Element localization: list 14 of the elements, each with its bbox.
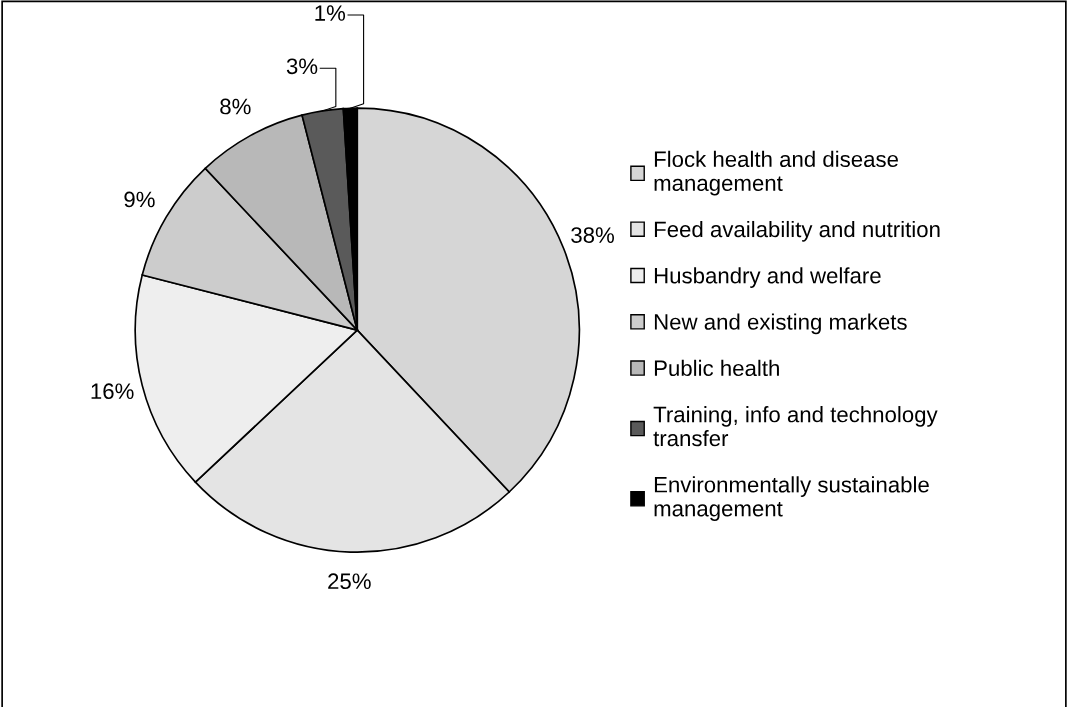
legend-label: New and existing markets xyxy=(654,313,907,335)
legend-label: Husbandry and welfare xyxy=(654,267,881,288)
data-label: 16% xyxy=(91,383,134,400)
data-label: 8% xyxy=(220,98,251,115)
legend-label: Public health xyxy=(654,359,779,377)
data-label: 25% xyxy=(328,573,371,590)
legend-label: Flock health and disease management xyxy=(654,150,898,196)
data-label: 3% xyxy=(286,58,318,75)
data-label: 9% xyxy=(124,191,155,208)
legend-label: Environmentally sustainable management xyxy=(654,476,929,521)
data-label: 38% xyxy=(571,227,614,243)
legend-label: Feed availability and nutrition xyxy=(654,220,940,242)
legend-label: Training, info and technology transfer xyxy=(653,406,938,447)
data-label: 1% xyxy=(315,5,346,21)
